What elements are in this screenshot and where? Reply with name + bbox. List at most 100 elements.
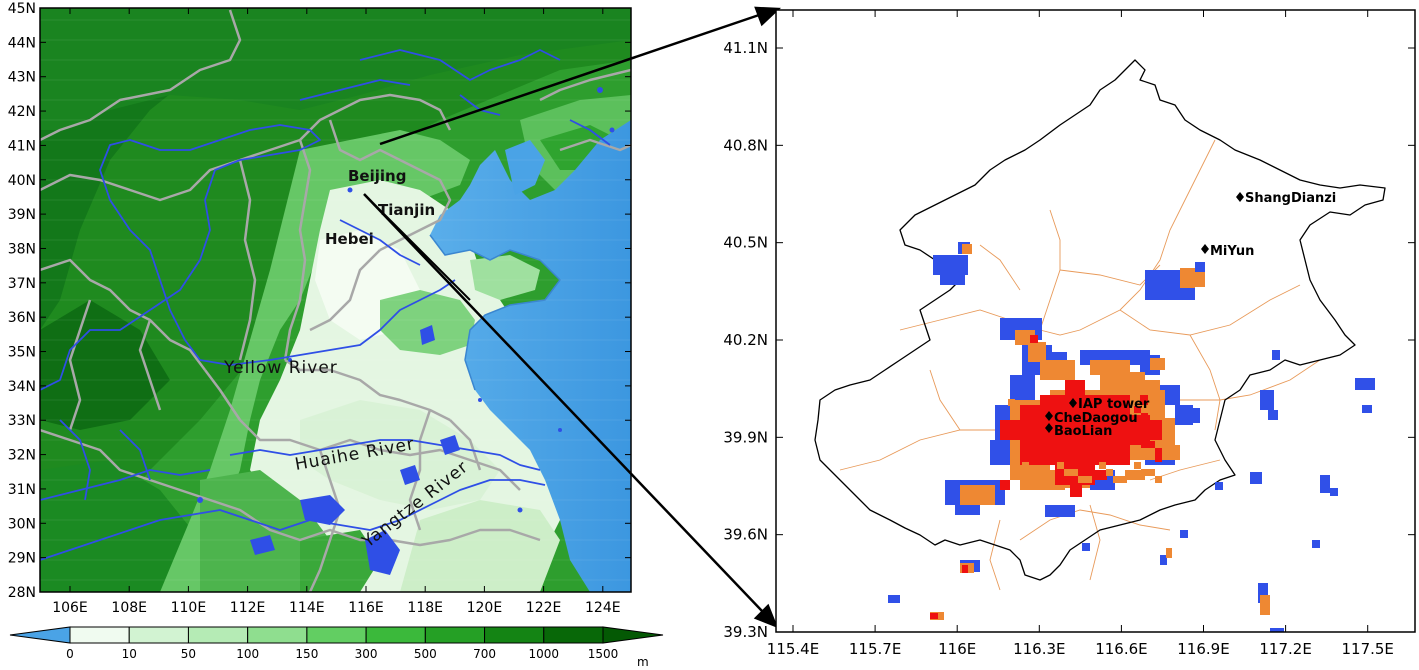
left-lat-label: 37N <box>8 276 36 292</box>
site-marker-iap-tower <box>1069 398 1077 408</box>
landuse-cell <box>1036 420 1043 427</box>
landuse-cell <box>1155 455 1162 462</box>
landuse-cell <box>1106 413 1113 420</box>
landuse-cell <box>1141 413 1148 420</box>
landuse-cell <box>1040 360 1075 380</box>
landuse-cell <box>1028 342 1046 362</box>
district-borders <box>839 139 1321 591</box>
landuse-cell <box>1043 476 1050 483</box>
colorbar-label: 0 <box>66 647 74 661</box>
place-label-tianjin: Tianjin <box>378 201 435 219</box>
landuse-cell <box>1099 462 1106 469</box>
right-lon-label: 117.2E <box>1259 640 1311 658</box>
site-markers <box>1045 192 1244 433</box>
landuse-cell <box>1260 390 1274 410</box>
yangtze-river-line <box>40 479 546 561</box>
landuse-cell <box>1260 595 1270 615</box>
left-lon-label: 124E <box>585 600 621 616</box>
lakes <box>197 87 615 575</box>
landuse-cell <box>1082 543 1090 551</box>
colorbar-label: 1500 <box>588 647 619 661</box>
landuse-cell <box>962 565 968 573</box>
landuse-cell <box>1362 405 1372 413</box>
colorbar-label: 150 <box>295 647 318 661</box>
landuse-cell <box>1120 420 1127 427</box>
right-map-frame <box>775 9 1416 633</box>
landuse-cell <box>1155 427 1162 434</box>
site-label-baolian: BaoLian <box>1054 424 1112 439</box>
colorbar-under-arrow <box>9 626 71 644</box>
left-lat-label: 40N <box>8 173 36 189</box>
landuse-cell <box>1312 540 1320 548</box>
landuse-cell <box>1036 448 1043 455</box>
landuse-cell <box>1134 434 1141 441</box>
landuse-cell <box>1064 413 1071 420</box>
terrain-shandong-hills <box>380 290 475 355</box>
landuse-cell <box>1148 441 1155 448</box>
landuse-cell <box>1078 420 1085 427</box>
left-map-frame <box>39 7 632 593</box>
yellow-river-line <box>40 124 456 391</box>
colorbar-label: 50 <box>181 647 196 661</box>
place-label-hebei: Hebei <box>325 230 374 248</box>
landuse-cell <box>1029 469 1036 476</box>
landuse-cell <box>962 244 972 254</box>
left-lon-axis: 106E 108E 110E 112E 114E 116E 118E 120E 122E 124E <box>52 8 621 616</box>
landuse-cell <box>1092 406 1099 413</box>
left-lon-label: 120E <box>467 600 503 616</box>
landuse-cell <box>1085 427 1092 434</box>
zoom-arrows <box>363 6 782 629</box>
landuse-cell <box>1099 441 1106 448</box>
landuse-cell <box>940 275 965 285</box>
right-lon-axis: 115.4E 115.7E 116E 116.3E 116.6E 116.9E 117.2E… <box>767 10 1394 658</box>
colorbar-label: 100 <box>236 647 259 661</box>
landuse-cell <box>1099 413 1106 420</box>
right-lon-label: 116.6E <box>1095 640 1147 658</box>
left-lat-label: 32N <box>8 448 36 464</box>
colorbar-swatch <box>543 626 604 644</box>
landuse-cell <box>1090 360 1130 375</box>
right-lat-label: 39.6N <box>723 526 768 544</box>
right-lat-label: 41.1N <box>723 39 768 57</box>
landuse-cell <box>1064 469 1071 476</box>
left-terrain-map: Beijing Tianjin Hebei Yellow River Huaih… <box>40 8 631 592</box>
landuse-cell <box>1113 448 1120 455</box>
left-lon-label: 118E <box>407 600 443 616</box>
landuse-cell <box>1071 469 1078 476</box>
landuse-cell <box>888 595 900 603</box>
left-lat-label: 31N <box>8 482 36 498</box>
colorbar-label: 700 <box>473 647 496 661</box>
landuse-cell <box>1106 441 1113 448</box>
site-label-shangdianzi: ShangDianzi <box>1245 191 1336 206</box>
landuse-cell <box>1029 441 1036 448</box>
right-lat-label: 39.3N <box>723 623 768 641</box>
landuse-cell <box>1113 420 1120 427</box>
landuse-cell <box>1268 410 1278 420</box>
landuse-cell <box>1057 434 1064 441</box>
right-lon-label: 117.5E <box>1341 640 1393 658</box>
landuse-cell <box>1078 476 1085 483</box>
landuse-cell <box>1134 406 1141 413</box>
site-marker-chedaogou <box>1045 411 1053 421</box>
left-lat-label: 43N <box>8 70 36 86</box>
landuse-cell <box>1140 395 1148 405</box>
left-lat-label: 34N <box>8 379 36 395</box>
place-label-beijing: Beijing <box>348 167 406 185</box>
colorbar-unit: m <box>637 655 649 669</box>
province-borders <box>40 9 631 592</box>
landuse-cell <box>1043 448 1050 455</box>
right-lat-axis: 41.1N 40.8N 40.5N 40.2N 39.9N 39.6N 39.3N <box>723 39 1415 641</box>
site-label-miyun: MiYun <box>1210 244 1254 259</box>
landuse-cell <box>1160 555 1167 565</box>
landuse-cell <box>1258 583 1268 603</box>
landuse-cell <box>1064 441 1071 448</box>
colorbar-label: 500 <box>414 647 437 661</box>
landuse-cell <box>1092 434 1099 441</box>
landuse-cell <box>1008 399 1015 406</box>
left-lat-label: 28N <box>8 585 36 601</box>
landuse-cell <box>1070 485 1082 497</box>
left-lon-label: 106E <box>52 600 88 616</box>
landuse-cell <box>1022 462 1029 469</box>
right-lat-label: 40.2N <box>723 331 768 349</box>
river-label-yellow: Yellow River <box>223 358 338 378</box>
